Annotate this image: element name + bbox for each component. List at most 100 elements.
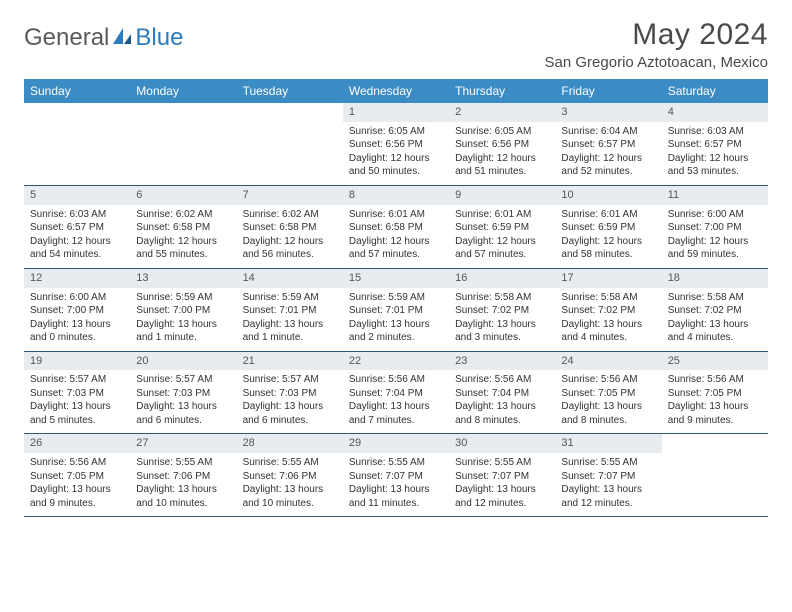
- day-number: 25: [662, 352, 768, 371]
- daylight-line1: Daylight: 12 hours: [349, 235, 443, 249]
- day-cell: 11 Sunrise: 6:00 AMSunset: 7:00 PMDayligh…: [662, 186, 768, 268]
- day-cell: 27Sunrise: 5:55 AMSunset: 7:06 PMDayligh…: [130, 434, 236, 516]
- daylight-line2: and 59 minutes.: [668, 248, 762, 262]
- day-number: 16: [449, 269, 555, 288]
- sunrise-text: Sunrise: 5:58 AM: [561, 291, 655, 305]
- sunrise-text: Sunrise: 6:01 AM: [561, 208, 655, 222]
- day-body: Sunrise: 6:00 AMSunset: 7:00 PMDaylight:…: [24, 288, 130, 351]
- week-row: 19Sunrise: 5:57 AMSunset: 7:03 PMDayligh…: [24, 352, 768, 435]
- sunrise-text: Sunrise: 5:59 AM: [349, 291, 443, 305]
- sunset-text: Sunset: 6:58 PM: [349, 221, 443, 235]
- sunrise-text: Sunrise: 6:00 AM: [30, 291, 124, 305]
- sunrise-text: Sunrise: 5:55 AM: [561, 456, 655, 470]
- daylight-line2: and 53 minutes.: [668, 165, 762, 179]
- daylight-line2: and 10 minutes.: [243, 497, 337, 511]
- day-cell: 15Sunrise: 5:59 AMSunset: 7:01 PMDayligh…: [343, 269, 449, 351]
- day-number: 11: [662, 186, 768, 205]
- day-body: Sunrise: 5:58 AMSunset: 7:02 PMDaylight:…: [449, 288, 555, 351]
- day-cell: 5Sunrise: 6:03 AMSunset: 6:57 PMDaylight…: [24, 186, 130, 268]
- week-row: 12Sunrise: 6:00 AMSunset: 7:00 PMDayligh…: [24, 269, 768, 352]
- daylight-line2: and 4 minutes.: [668, 331, 762, 345]
- sunset-text: Sunset: 7:06 PM: [136, 470, 230, 484]
- day-number: 28: [237, 434, 343, 453]
- day-number: 7: [237, 186, 343, 205]
- daylight-line1: Daylight: 13 hours: [668, 400, 762, 414]
- calendar: SundayMondayTuesdayWednesdayThursdayFrid…: [24, 79, 768, 517]
- sunset-text: Sunset: 6:57 PM: [30, 221, 124, 235]
- sunrise-text: Sunrise: 6:00 AM: [668, 208, 762, 222]
- daylight-line1: Daylight: 13 hours: [30, 483, 124, 497]
- day-body: Sunrise: 6:03 AMSunset: 6:57 PMDaylight:…: [24, 205, 130, 268]
- title-block: May 2024 San Gregorio Aztotoacan, Mexico: [545, 18, 768, 71]
- day-cell: 29Sunrise: 5:55 AMSunset: 7:07 PMDayligh…: [343, 434, 449, 516]
- daylight-line2: and 12 minutes.: [561, 497, 655, 511]
- daylight-line1: Daylight: 13 hours: [668, 318, 762, 332]
- day-body: Sunrise: 5:56 AMSunset: 7:05 PMDaylight:…: [662, 370, 768, 433]
- sunrise-text: Sunrise: 5:55 AM: [455, 456, 549, 470]
- day-cell: 12Sunrise: 6:00 AMSunset: 7:00 PMDayligh…: [24, 269, 130, 351]
- daylight-line1: Daylight: 13 hours: [455, 483, 549, 497]
- daylight-line2: and 11 minutes.: [349, 497, 443, 511]
- daylight-line1: Daylight: 13 hours: [349, 318, 443, 332]
- week-row: 1Sunrise: 6:05 AMSunset: 6:56 PMDaylight…: [24, 103, 768, 186]
- sunrise-text: Sunrise: 6:02 AM: [243, 208, 337, 222]
- day-cell: 9Sunrise: 6:01 AMSunset: 6:59 PMDaylight…: [449, 186, 555, 268]
- daylight-line1: Daylight: 12 hours: [455, 235, 549, 249]
- sunset-text: Sunset: 6:58 PM: [243, 221, 337, 235]
- daylight-line1: Daylight: 13 hours: [243, 400, 337, 414]
- day-body: Sunrise: 6:05 AMSunset: 6:56 PMDaylight:…: [449, 122, 555, 185]
- sunrise-text: Sunrise: 5:58 AM: [455, 291, 549, 305]
- daylight-line1: Daylight: 13 hours: [136, 400, 230, 414]
- daylight-line1: Daylight: 12 hours: [668, 235, 762, 249]
- sunset-text: Sunset: 6:56 PM: [455, 138, 549, 152]
- daylight-line1: Daylight: 12 hours: [455, 152, 549, 166]
- logo: General Blue: [24, 18, 183, 52]
- sunset-text: Sunset: 7:03 PM: [30, 387, 124, 401]
- day-number: 5: [24, 186, 130, 205]
- sunrise-text: Sunrise: 5:55 AM: [243, 456, 337, 470]
- daylight-line2: and 3 minutes.: [455, 331, 549, 345]
- sunset-text: Sunset: 7:07 PM: [455, 470, 549, 484]
- daylight-line2: and 56 minutes.: [243, 248, 337, 262]
- day-cell: 30Sunrise: 5:55 AMSunset: 7:07 PMDayligh…: [449, 434, 555, 516]
- day-body: Sunrise: 6:01 AMSunset: 6:59 PMDaylight:…: [449, 205, 555, 268]
- daylight-line1: Daylight: 13 hours: [30, 400, 124, 414]
- day-body: Sunrise: 5:56 AMSunset: 7:05 PMDaylight:…: [24, 453, 130, 516]
- sunset-text: Sunset: 7:00 PM: [668, 221, 762, 235]
- day-cell: 21Sunrise: 5:57 AMSunset: 7:03 PMDayligh…: [237, 352, 343, 434]
- day-number: 19: [24, 352, 130, 371]
- daylight-line1: Daylight: 13 hours: [349, 483, 443, 497]
- sunrise-text: Sunrise: 6:05 AM: [349, 125, 443, 139]
- day-body: Sunrise: 6:05 AMSunset: 6:56 PMDaylight:…: [343, 122, 449, 185]
- day-body: Sunrise: 5:55 AMSunset: 7:07 PMDaylight:…: [449, 453, 555, 516]
- day-number: 6: [130, 186, 236, 205]
- day-cell: 17Sunrise: 5:58 AMSunset: 7:02 PMDayligh…: [555, 269, 661, 351]
- daylight-line1: Daylight: 13 hours: [136, 318, 230, 332]
- day-number: 30: [449, 434, 555, 453]
- daylight-line2: and 8 minutes.: [455, 414, 549, 428]
- sunset-text: Sunset: 7:05 PM: [668, 387, 762, 401]
- day-number: 22: [343, 352, 449, 371]
- daylight-line2: and 4 minutes.: [561, 331, 655, 345]
- day-body: Sunrise: 5:59 AMSunset: 7:00 PMDaylight:…: [130, 288, 236, 351]
- day-cell: 26Sunrise: 5:56 AMSunset: 7:05 PMDayligh…: [24, 434, 130, 516]
- day-cell: 8Sunrise: 6:01 AMSunset: 6:58 PMDaylight…: [343, 186, 449, 268]
- day-body: Sunrise: 6:04 AMSunset: 6:57 PMDaylight:…: [555, 122, 661, 185]
- day-cell: [24, 103, 130, 185]
- sunrise-text: Sunrise: 5:57 AM: [30, 373, 124, 387]
- day-body: Sunrise: 6:03 AMSunset: 6:57 PMDaylight:…: [662, 122, 768, 185]
- weekday-header: Thursday: [449, 79, 555, 103]
- logo-sail-icon: [111, 26, 133, 51]
- sunrise-text: Sunrise: 6:01 AM: [455, 208, 549, 222]
- daylight-line2: and 50 minutes.: [349, 165, 443, 179]
- location-label: San Gregorio Aztotoacan, Mexico: [545, 54, 768, 71]
- daylight-line2: and 51 minutes.: [455, 165, 549, 179]
- day-body: Sunrise: 5:56 AMSunset: 7:05 PMDaylight:…: [555, 370, 661, 433]
- daylight-line2: and 1 minute.: [136, 331, 230, 345]
- daylight-line2: and 9 minutes.: [668, 414, 762, 428]
- weekday-header: Wednesday: [343, 79, 449, 103]
- week-row: 5Sunrise: 6:03 AMSunset: 6:57 PMDaylight…: [24, 186, 768, 269]
- logo-text-general: General: [24, 24, 109, 52]
- month-title: May 2024: [545, 18, 768, 52]
- sunset-text: Sunset: 6:59 PM: [455, 221, 549, 235]
